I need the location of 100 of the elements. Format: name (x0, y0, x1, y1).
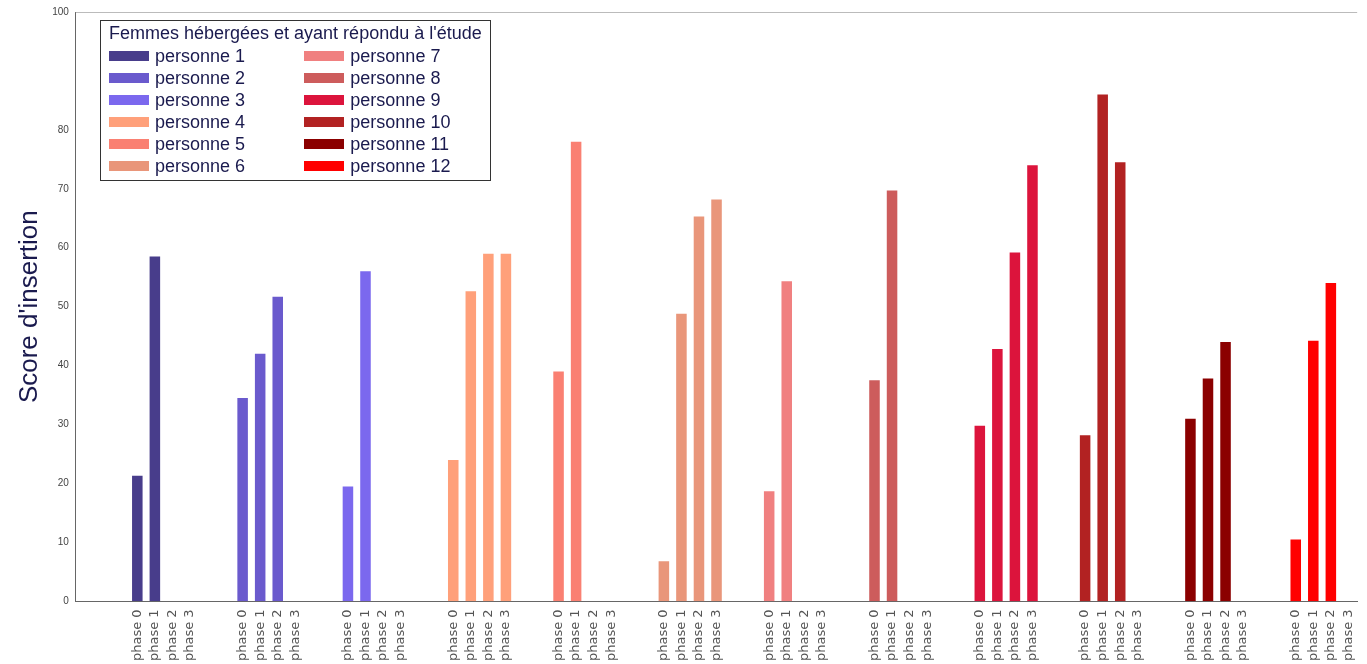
x-tick-label: phase 0 (234, 609, 249, 662)
y-tick-label: 30 (57, 418, 70, 430)
bar (342, 486, 354, 602)
bar (1079, 435, 1091, 602)
x-tick-label: phase 2 (795, 609, 811, 662)
x-tick-label: phase 0 (128, 609, 144, 662)
x-tick-label: phase 0 (339, 609, 355, 662)
legend-label: personne 6 (155, 156, 246, 176)
x-tick-label: phase 3 (1339, 609, 1355, 662)
x-tick-label: phase 2 (163, 609, 179, 662)
x-tick-label: phase 1 (146, 609, 162, 662)
bar (1027, 165, 1038, 602)
bar (132, 475, 143, 602)
legend-label: personne 4 (155, 112, 246, 132)
bar (1097, 94, 1108, 602)
x-tick-label: phase 1 (567, 609, 583, 662)
x-tick-label: phase 3 (918, 609, 934, 662)
x-tick-label: phase 1 (883, 609, 899, 662)
x-tick-label: phase 0 (1076, 609, 1092, 662)
bar (254, 353, 266, 602)
bar (1220, 342, 1231, 602)
bar (447, 459, 459, 602)
bar (1114, 162, 1126, 602)
bar (676, 313, 687, 602)
legend-label: personne 12 (350, 156, 451, 176)
legend-label: personne 8 (350, 68, 441, 88)
x-tick-label: phase 2 (1006, 609, 1022, 662)
y-tick-label: 50 (57, 300, 70, 312)
bar (1185, 418, 1196, 602)
x-tick-label: phase 1 (672, 609, 688, 662)
x-tick-label: phase 3 (1023, 609, 1039, 662)
bar (1009, 252, 1021, 602)
legend-label: personne 7 (350, 46, 441, 66)
bar (1325, 283, 1337, 602)
x-tick-label: phase 1 (1199, 609, 1215, 662)
x-tick-label: phase 3 (181, 609, 197, 662)
bar (360, 271, 371, 602)
x-tick-label: phase 2 (479, 609, 495, 662)
x-tick-label: phase 3 (391, 609, 407, 662)
x-tick-label: phase 1 (988, 609, 1004, 662)
bar (781, 281, 792, 602)
y-tick-label: 0 (63, 595, 70, 607)
x-tick-label: phase 2 (269, 609, 285, 662)
x-tick-label: phase 1 (1304, 609, 1320, 662)
y-tick-label: 70 (57, 182, 70, 194)
bar (1202, 378, 1214, 602)
x-tick-label: phase 0 (655, 609, 671, 662)
legend-label: personne 2 (155, 68, 246, 88)
x-tick-label: phase 0 (760, 609, 776, 662)
x-tick-label: phase 2 (690, 609, 706, 662)
bar (483, 253, 494, 602)
y-tick-label: 40 (57, 359, 70, 371)
y-tick-label: 100 (52, 5, 70, 17)
y-tick-label: 20 (57, 477, 70, 489)
x-tick-label: phase 2 (1216, 609, 1232, 662)
x-tick-label: phase 0 (549, 609, 565, 662)
x-tick-label: phase 3 (286, 609, 302, 662)
bar (465, 291, 477, 602)
x-tick-label: phase 2 (1111, 609, 1127, 662)
bar (500, 253, 512, 602)
bar (711, 199, 722, 602)
legend-label: personne 11 (350, 134, 450, 154)
x-tick-label: phase 1 (356, 609, 372, 662)
bar (658, 561, 670, 602)
bar (886, 190, 898, 602)
x-tick-label: phase 2 (374, 609, 390, 662)
x-tick-label: phase 1 (251, 609, 267, 662)
y-tick-label: 10 (57, 536, 70, 548)
bar (237, 398, 248, 602)
x-tick-label: phase 0 (444, 609, 460, 662)
bar (1308, 340, 1319, 602)
legend-label: personne 5 (155, 134, 246, 154)
x-tick-label: phase 2 (1322, 609, 1338, 662)
x-tick-label: phase 0 (1287, 609, 1303, 662)
x-tick-label: phase 3 (1129, 609, 1145, 662)
x-tick-label: phase 0 (1181, 609, 1197, 662)
x-tick-label: phase 3 (497, 609, 513, 662)
bar (869, 380, 880, 602)
bar (1290, 539, 1302, 602)
legend-label: personne 10 (350, 112, 451, 132)
bar (992, 349, 1003, 602)
bar (570, 141, 582, 602)
x-tick-label: phase 0 (865, 609, 881, 662)
y-tick-label: 80 (57, 123, 70, 135)
x-tick-label: phase 3 (602, 609, 618, 662)
bar (763, 491, 775, 602)
x-tick-label: phase 1 (1094, 609, 1110, 662)
legend-label: personne 9 (350, 90, 441, 110)
x-tick-label: phase 3 (1234, 609, 1250, 662)
x-tick-label: phase 3 (707, 609, 723, 662)
legend-title: Femmes hébergées et ayant répondu à l'étude (109, 23, 482, 44)
x-tick-label: phase 0 (971, 609, 987, 662)
x-tick-label: phase 3 (813, 609, 829, 662)
bar (272, 296, 283, 602)
y-tick-label: 60 (57, 241, 70, 253)
x-tick-label: phase 2 (900, 609, 916, 662)
legend-label: personne 1 (155, 46, 246, 66)
bar (974, 425, 986, 602)
legend-label: personne 3 (155, 90, 246, 110)
bar (693, 216, 705, 602)
